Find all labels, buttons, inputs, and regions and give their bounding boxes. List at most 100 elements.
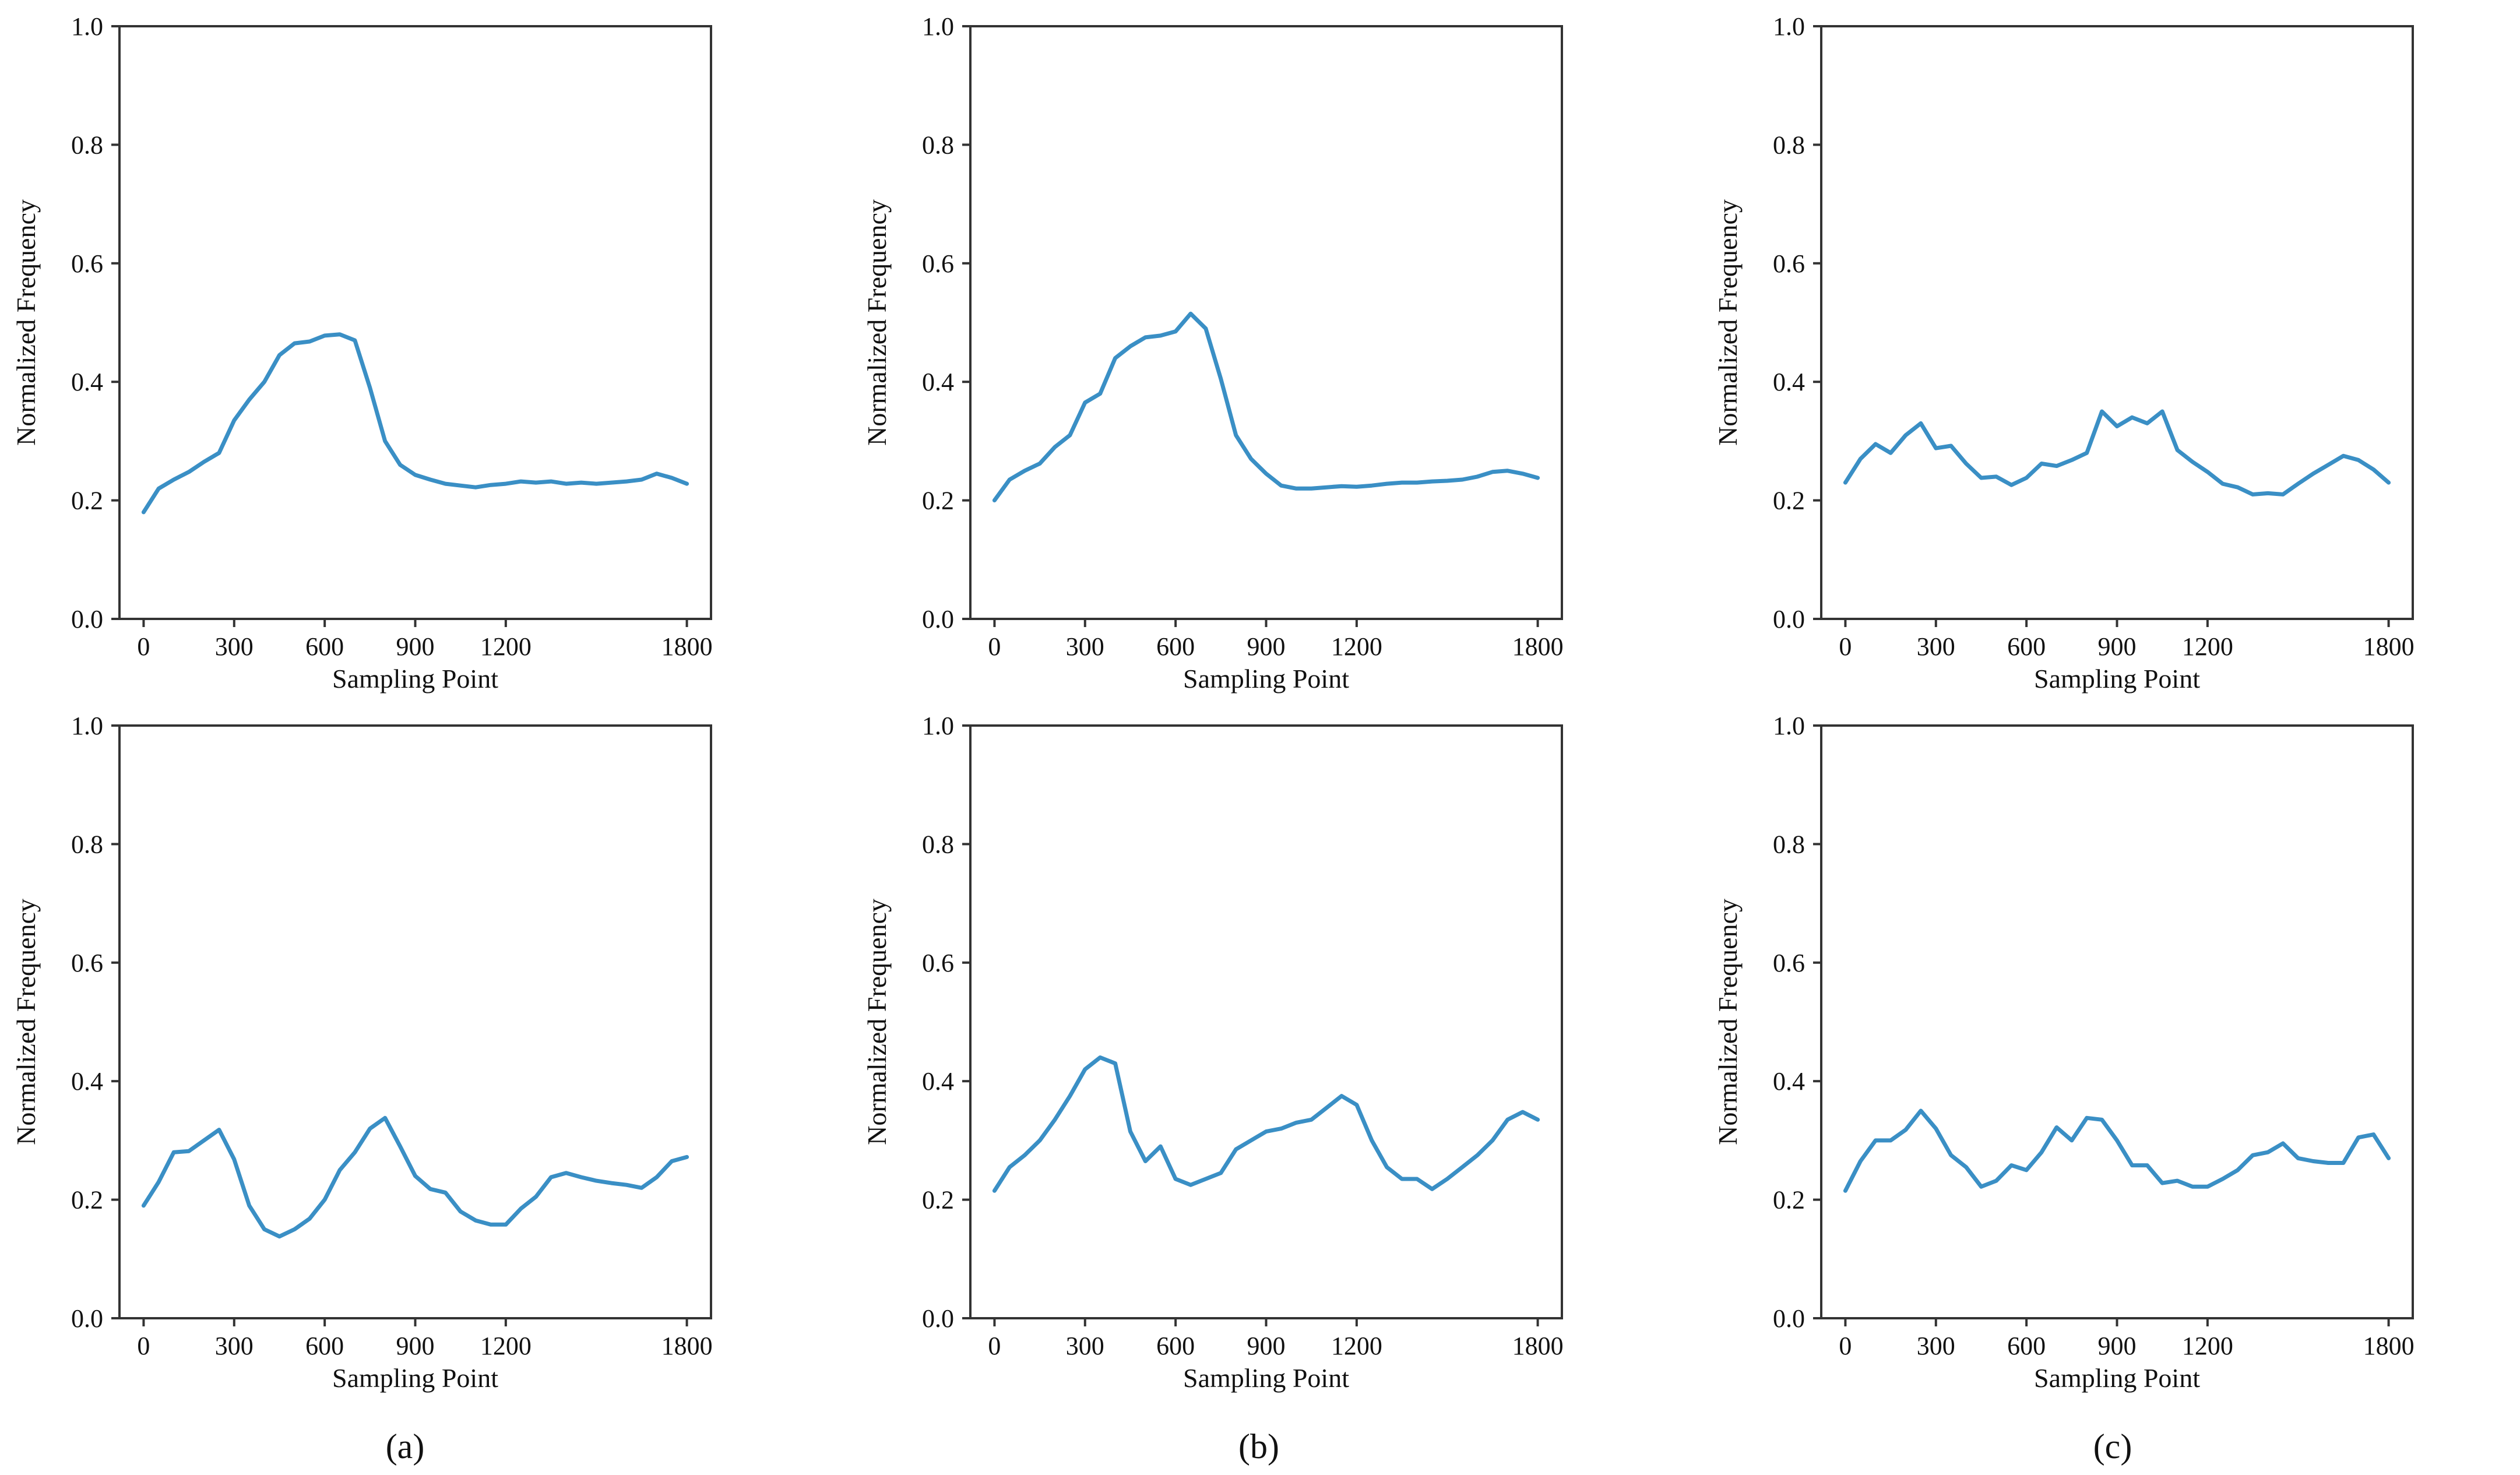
x-tick-label: 300 — [1917, 1332, 1955, 1360]
y-tick-label: 0.6 — [1773, 249, 1805, 278]
x-tick-label: 600 — [1156, 1332, 1195, 1360]
x-tick-label: 600 — [2007, 1332, 2046, 1360]
x-tick-label: 900 — [2098, 1332, 2137, 1360]
x-tick-label: 0 — [988, 632, 1001, 661]
y-tick-label: 0.0 — [1773, 605, 1805, 633]
x-axis-label: Sampling Point — [2034, 664, 2200, 694]
y-tick-label: 0.8 — [1773, 131, 1805, 159]
x-tick-label: 1800 — [1512, 632, 1564, 661]
chart-panel-2: 0 300 600 900 1200 1800 0.0 0.2 0.4 0.6 0.8 1.0 Samp… — [862, 12, 1564, 694]
x-tick-label: 900 — [1247, 1332, 1286, 1360]
y-tick-label: 0.0 — [922, 1304, 954, 1333]
y-tick-label: 0.0 — [922, 605, 954, 633]
y-tick-label: 1.0 — [1773, 12, 1805, 41]
x-tick-label: 600 — [1156, 632, 1195, 661]
x-tick-label: 0 — [988, 1332, 1001, 1360]
chart-panel-4: 0 300 600 900 1200 1800 0.0 0.2 0.4 0.6 0.8 1.0 Samp… — [11, 712, 713, 1393]
x-axis-label: Sampling Point — [332, 1363, 498, 1393]
series-line-1 — [992, 1055, 1540, 1193]
y-tick-label: 0.2 — [922, 487, 954, 515]
x-tick-label: 300 — [215, 632, 254, 661]
x-axis-label: Sampling Point — [332, 664, 498, 694]
plot-frame — [1820, 25, 2414, 620]
y-tick-label: 0.8 — [922, 830, 954, 858]
x-tick-label: 0 — [137, 1332, 150, 1360]
x-tick-label: 1200 — [480, 1332, 532, 1360]
y-tick-label: 0.2 — [1773, 487, 1805, 515]
x-tick-label: 900 — [396, 632, 435, 661]
y-tick-label: 0.4 — [922, 1067, 954, 1096]
y-tick-label: 0.6 — [922, 949, 954, 977]
series-line-1 — [1843, 1108, 2391, 1193]
x-tick-label: 300 — [1066, 1332, 1104, 1360]
y-tick-label: 0.4 — [1773, 1067, 1805, 1096]
x-tick-label: 1800 — [661, 1332, 713, 1360]
y-tick-label: 0.8 — [1773, 830, 1805, 858]
y-tick-label: 0.6 — [71, 249, 103, 278]
y-tick-label: 0.8 — [71, 131, 103, 159]
x-tick-label: 300 — [1917, 632, 1955, 661]
x-tick-label: 300 — [1066, 632, 1104, 661]
y-tick-label: 0.4 — [922, 368, 954, 396]
x-tick-label: 0 — [1839, 1332, 1852, 1360]
y-tick-label: 0.2 — [71, 487, 103, 515]
x-tick-label: 0 — [137, 632, 150, 661]
x-tick-label: 1200 — [1331, 1332, 1382, 1360]
plot-frame — [969, 25, 1563, 620]
y-tick-label: 1.0 — [71, 12, 103, 41]
y-axis-label: Normalized Frequency — [1713, 199, 1743, 446]
x-tick-label: 600 — [305, 1332, 344, 1360]
x-axis-label: Sampling Point — [1183, 1363, 1349, 1393]
y-tick-label: 1.0 — [922, 12, 954, 41]
x-tick-label: 900 — [1247, 632, 1286, 661]
x-tick-label: 1200 — [480, 632, 532, 661]
x-tick-label: 1800 — [2363, 632, 2415, 661]
x-tick-label: 1800 — [1512, 1332, 1564, 1360]
chart-panel-1: 0 300 600 900 1200 1800 0.0 0.2 0.4 0.6 0.8 1.0 Samp… — [11, 12, 713, 694]
x-tick-label: 600 — [305, 632, 344, 661]
plot-frame — [1820, 724, 2414, 1319]
y-tick-label: 0.4 — [71, 1067, 103, 1096]
x-tick-label: 1800 — [2363, 1332, 2415, 1360]
y-axis-label: Normalized Frequency — [11, 199, 41, 446]
y-axis-label: Normalized Frequency — [1713, 899, 1743, 1145]
x-tick-label: 300 — [215, 1332, 254, 1360]
y-tick-label: 0.2 — [71, 1186, 103, 1215]
y-tick-label: 1.0 — [922, 712, 954, 740]
x-tick-label: 1200 — [2182, 1332, 2233, 1360]
x-axis-label: Sampling Point — [1183, 664, 1349, 694]
y-tick-label: 0.0 — [71, 1304, 103, 1333]
series-line-1 — [992, 311, 1540, 503]
y-axis-label: Normalized Frequency — [862, 899, 892, 1145]
y-tick-label: 0.6 — [922, 249, 954, 278]
x-tick-label: 600 — [2007, 632, 2046, 661]
y-tick-label: 0.2 — [1773, 1186, 1805, 1215]
y-tick-label: 0.8 — [71, 830, 103, 858]
x-tick-label: 900 — [2098, 632, 2137, 661]
x-tick-label: 1800 — [661, 632, 713, 661]
y-tick-label: 0.0 — [1773, 1304, 1805, 1333]
y-tick-label: 0.8 — [922, 131, 954, 159]
chart-panel-5: 0 300 600 900 1200 1800 0.0 0.2 0.4 0.6 0.8 1.0 Samp… — [862, 712, 1564, 1393]
series-line-1 — [1843, 409, 2391, 497]
y-tick-label: 0.2 — [922, 1186, 954, 1215]
panel-label-a: (a) — [386, 1427, 425, 1466]
series-line-1 — [141, 332, 689, 515]
panel-label-c: (c) — [2093, 1427, 2132, 1466]
x-tick-label: 900 — [396, 1332, 435, 1360]
x-tick-label: 0 — [1839, 632, 1852, 661]
y-tick-label: 1.0 — [71, 712, 103, 740]
y-tick-label: 0.6 — [71, 949, 103, 977]
plot-frame — [118, 25, 712, 620]
chart-panel-6: 0 300 600 900 1200 1800 0.0 0.2 0.4 0.6 0.8 1.0 Samp… — [1713, 712, 2415, 1393]
y-tick-label: 0.0 — [71, 605, 103, 633]
y-axis-label: Normalized Frequency — [862, 199, 892, 446]
y-tick-label: 1.0 — [1773, 712, 1805, 740]
x-tick-label: 1200 — [1331, 632, 1382, 661]
y-axis-label: Normalized Frequency — [11, 899, 41, 1145]
panel-label-b: (b) — [1238, 1427, 1279, 1466]
y-tick-label: 0.4 — [71, 368, 103, 396]
y-tick-label: 0.6 — [1773, 949, 1805, 977]
plot-frame — [969, 724, 1563, 1319]
